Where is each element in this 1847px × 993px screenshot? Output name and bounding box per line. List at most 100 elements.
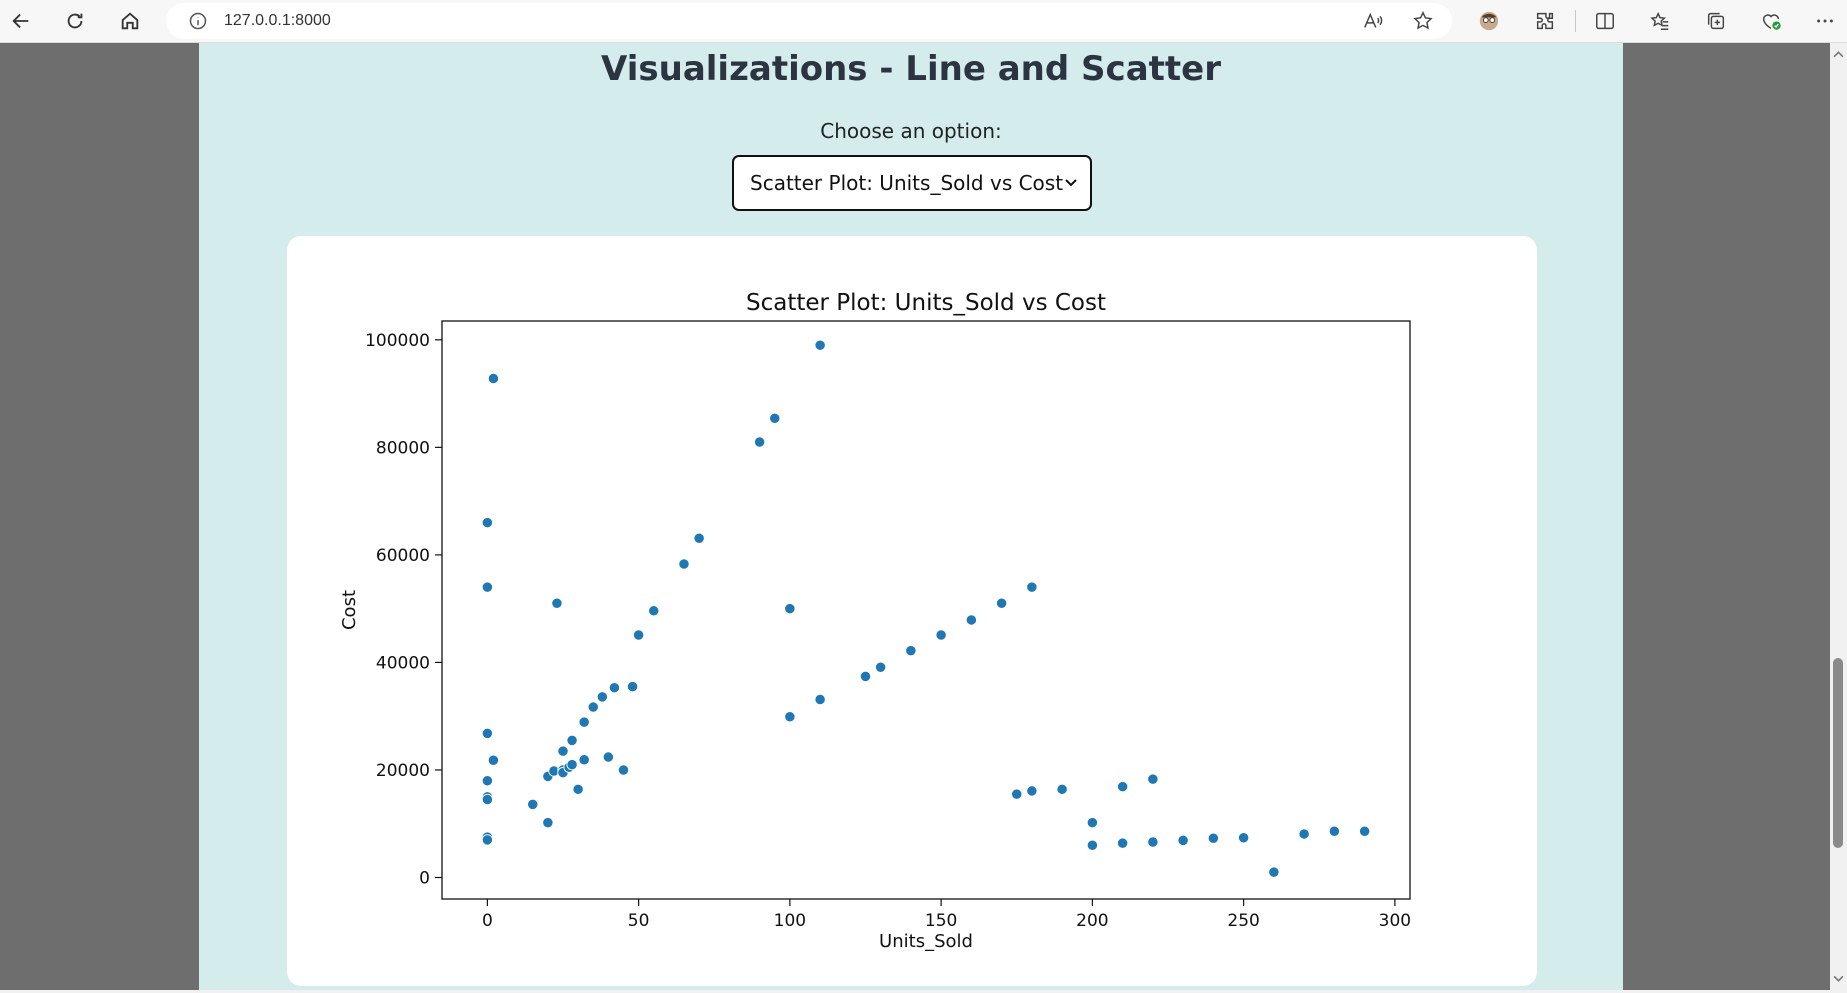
chevron-down-icon[interactable] [1064,176,1078,190]
scatter-point [626,680,639,693]
x-tick-label: 300 [1379,911,1411,931]
scatter-point [905,644,917,657]
scatter-point [1086,839,1099,851]
x-tick-label: 200 [1076,911,1108,931]
y-tick-label: 80000 [376,438,430,458]
scatter-point [693,532,705,544]
favorites-icon[interactable] [1643,4,1677,38]
address-bar[interactable]: 127.0.0.1:8000 [166,3,1452,39]
scatter-point [596,691,608,703]
x-tick-label: 50 [628,911,650,931]
home-icon[interactable] [113,4,147,38]
y-tick-label: 20000 [376,761,430,781]
scatter-point [1177,834,1189,847]
choose-option-label: Choose an option: [820,119,1002,143]
scatter-point [678,558,690,570]
scatter-point [632,629,645,641]
x-tick-label: 250 [1227,911,1259,931]
scatter-point [1056,783,1068,795]
browser-toolbar: 127.0.0.1:8000 [0,0,1847,43]
scatter-point [572,783,584,795]
info-icon[interactable] [188,11,208,31]
scatter-point [1268,866,1280,878]
collections-icon[interactable] [1699,4,1733,38]
x-tick-label: 150 [925,911,957,931]
scatter-point [481,581,494,593]
page-content: Visualizations - Line and Scatter Choose… [199,43,1623,993]
scatter-point [578,754,590,766]
x-tick-label: 0 [482,911,493,931]
scatter-point [566,758,578,771]
scatter-point [602,751,615,763]
scatter-point [1116,837,1129,849]
scroll-thumb[interactable] [1833,658,1843,848]
x-tick-label: 100 [774,911,806,931]
scatter-point [587,701,599,713]
refresh-icon[interactable] [58,4,92,38]
browser-essentials-icon[interactable] [1754,4,1788,38]
profile-icon[interactable] [1472,4,1506,38]
extensions-icon[interactable] [1528,4,1562,38]
scatter-point [487,754,500,766]
scatter-point [874,661,887,673]
scatter-point [487,372,500,385]
scatter-point [1207,832,1220,844]
scatter-point [1147,836,1159,848]
scatter-point [481,793,494,806]
scatter-point [481,834,494,846]
back-icon[interactable] [4,4,38,38]
x-axis-ticks: 0 50 100 150 200 250 300 [482,899,1411,931]
url-text[interactable]: 127.0.0.1:8000 [224,12,331,29]
scatter-plot: Scatter Plot: Units_Sold vs Cost 0 50 100 1… [339,290,1411,952]
select-value[interactable]: Scatter Plot: Units_Sold vs Cost [750,171,1064,195]
scatter-point [814,339,826,351]
scatter-point [935,629,947,641]
scatter-point [753,436,766,448]
scatter-point [608,682,621,694]
scatter-point [578,716,590,728]
chart-card: Scatter Plot: Units_Sold vs Cost 0 50 100 1… [287,236,1537,986]
scatter-point [527,798,539,811]
horizontal-scroll-track [0,990,1830,993]
scatter-point [551,597,563,609]
chart-option-select[interactable]: Scatter Plot: Units_Sold vs Cost [732,155,1092,211]
y-axis-ticks: 0 20000 40000 60000 80000 100000 [365,331,442,888]
scatter-point [1298,828,1310,840]
read-aloud-icon[interactable] [1356,4,1390,38]
page-scrollbar[interactable] [1830,43,1847,993]
scatter-point [769,412,781,424]
scatter-point [481,516,494,529]
scatter-point [1026,581,1038,593]
scatter-point [965,614,978,626]
favorite-star-icon[interactable] [1406,4,1440,38]
scatter-point [995,597,1008,609]
toolbar-separator [1575,10,1576,32]
y-tick-label: 40000 [376,653,430,673]
page-title: Visualizations - Line and Scatter [601,49,1221,89]
data-points [481,339,1371,878]
scatter-point [1086,817,1099,829]
scatter-point [784,603,796,615]
scatter-point [1026,785,1038,797]
scatter-point [1358,825,1371,837]
scatter-point [1328,825,1341,837]
scatter-point [542,817,554,829]
scatter-point [481,775,494,787]
x-axis-label: Units_Sold [879,931,973,952]
y-tick-label: 100000 [365,331,430,351]
more-icon[interactable] [1808,4,1842,38]
scroll-up-icon[interactable] [1833,49,1844,60]
split-screen-icon[interactable] [1588,4,1622,38]
scatter-point [784,711,796,723]
y-tick-label: 0 [419,868,430,888]
scatter-point [1116,780,1129,793]
y-axis-label: Cost [339,590,360,630]
scatter-point [859,670,872,683]
scatter-point [1237,832,1250,844]
scatter-point [814,693,826,706]
plot-frame [441,320,1411,900]
y-tick-label: 60000 [376,546,430,566]
scatter-point [617,764,630,776]
scroll-down-icon[interactable] [1833,973,1844,984]
scatter-point [566,734,578,747]
